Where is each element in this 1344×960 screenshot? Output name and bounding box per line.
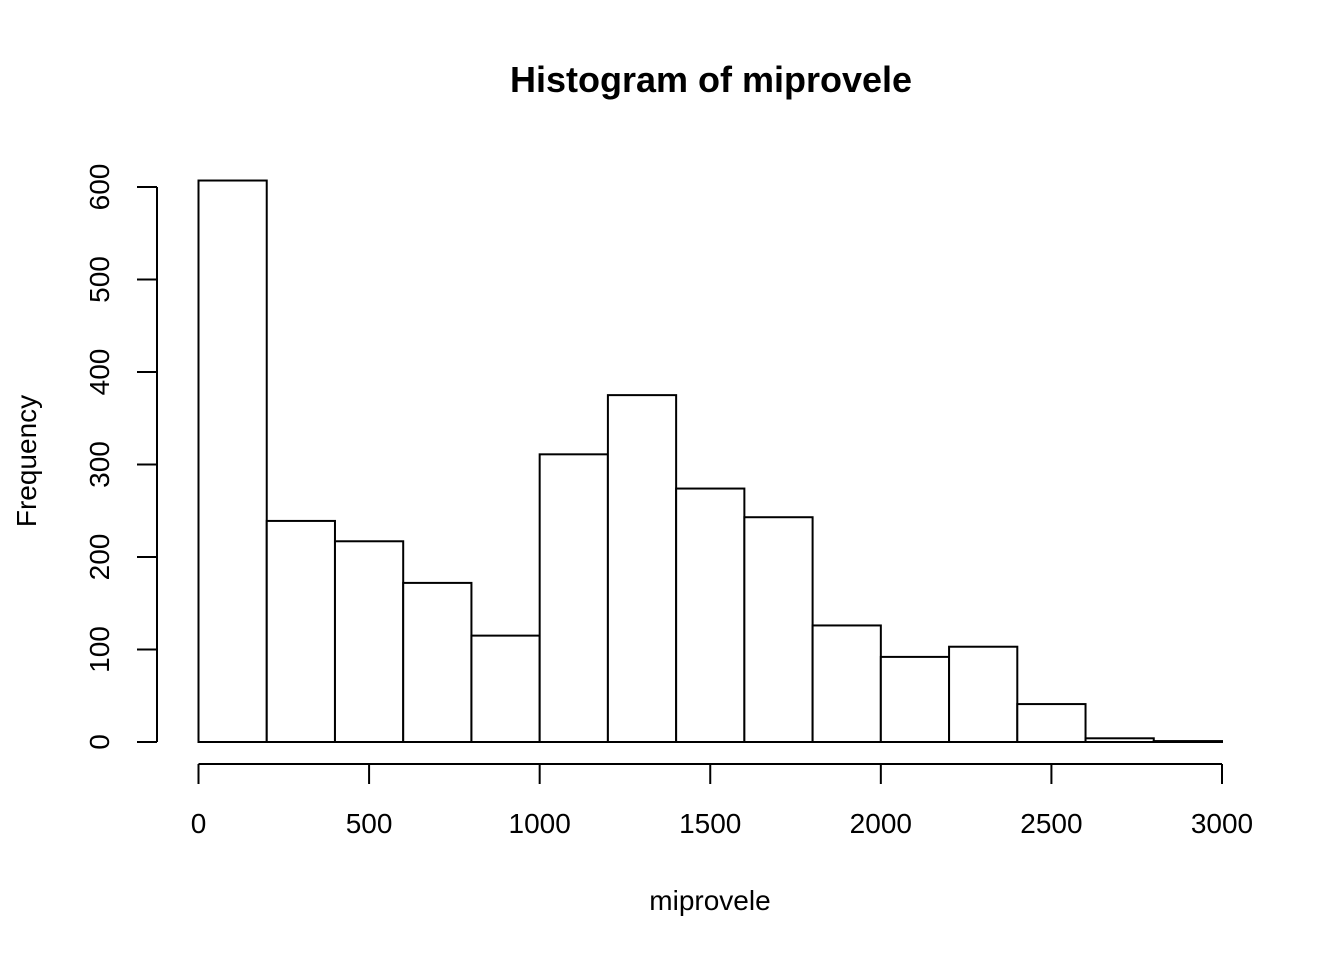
chart-title: Histogram of miprovele bbox=[510, 59, 912, 100]
histogram-bar-4 bbox=[470, 634, 541, 743]
y-axis: 0 100 200 300 400 500 600 bbox=[84, 164, 158, 750]
y-tick-label-1: 100 bbox=[84, 626, 115, 673]
y-tick-label-4: 400 bbox=[84, 349, 115, 396]
x-axis: 0 500 1000 1500 2000 2500 3000 bbox=[191, 763, 1253, 839]
histogram-bar-10 bbox=[879, 655, 951, 744]
histogram-bar-3 bbox=[402, 581, 473, 744]
histogram-bar-9 bbox=[811, 624, 882, 744]
histogram-bar-7 bbox=[675, 487, 746, 743]
y-tick-label-3: 300 bbox=[84, 441, 115, 488]
x-tick-label-6: 3000 bbox=[1191, 808, 1253, 839]
histogram-bar-1 bbox=[265, 519, 336, 743]
histogram-bar-0 bbox=[197, 179, 268, 743]
y-tick-label-6: 600 bbox=[84, 164, 115, 211]
histogram-bar-11 bbox=[948, 645, 1019, 743]
histogram-bar-14 bbox=[1152, 740, 1224, 744]
histogram-bar-2 bbox=[333, 540, 405, 744]
x-tick-label-4: 2000 bbox=[850, 808, 912, 839]
histogram-bar-8 bbox=[743, 516, 814, 743]
histogram-bar-6 bbox=[606, 394, 678, 743]
x-tick-label-3: 1500 bbox=[679, 808, 741, 839]
y-tick-label-5: 500 bbox=[84, 256, 115, 303]
x-tick-label-2: 1000 bbox=[509, 808, 571, 839]
x-tick-label-5: 2500 bbox=[1020, 808, 1082, 839]
x-tick-label-1: 500 bbox=[346, 808, 393, 839]
x-tick-label-0: 0 bbox=[191, 808, 207, 839]
histogram-bar-5 bbox=[538, 453, 609, 743]
y-tick-label-0: 0 bbox=[84, 734, 115, 750]
histogram-bar-13 bbox=[1084, 737, 1155, 743]
histogram-bar-12 bbox=[1016, 703, 1087, 744]
y-axis-label: Frequency bbox=[11, 395, 42, 527]
bars-group bbox=[197, 179, 1224, 744]
x-axis-label: miprovele bbox=[649, 885, 770, 916]
y-tick-label-2: 200 bbox=[84, 534, 115, 581]
